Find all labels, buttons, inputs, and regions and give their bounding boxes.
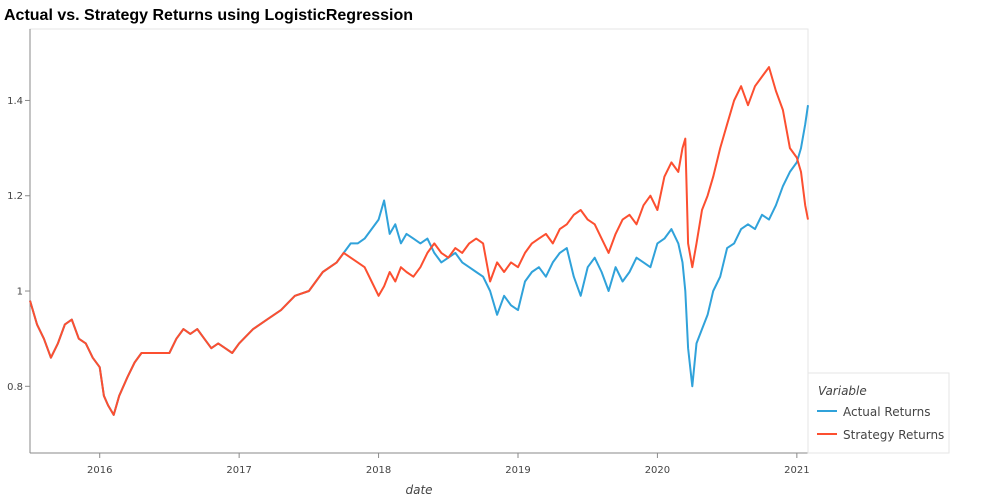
- y-tick-label: 1.4: [7, 96, 23, 107]
- x-axis-label: date: [405, 483, 432, 497]
- series-layer: [29, 66, 809, 416]
- legend-label-strategy-returns: Strategy Returns: [843, 428, 944, 442]
- plot-area: [29, 28, 809, 454]
- y-tick-label: 0.8: [7, 382, 23, 393]
- x-tick-label: 2019: [505, 465, 530, 476]
- series-line-strategy-returns: [29, 66, 809, 416]
- x-tick-label: 2016: [87, 465, 112, 476]
- legend-title: Variable: [818, 384, 867, 398]
- y-tick-label: 1.2: [7, 191, 23, 202]
- x-tick-label: 2020: [645, 465, 670, 476]
- x-tick-label: 2018: [366, 465, 391, 476]
- legend: Variable Actual Returns Strategy Returns: [807, 372, 950, 454]
- x-axis-ticks: 2016 2017 2018 2019 2020 2021: [87, 453, 810, 476]
- chart-title: Actual vs. Strategy Returns using Logist…: [4, 7, 413, 24]
- legend-label-actual-returns: Actual Returns: [843, 405, 930, 419]
- y-axis-ticks: 0.8 1 1.2 1.4: [7, 96, 30, 393]
- x-tick-label: 2021: [784, 465, 809, 476]
- legend-box: [807, 372, 950, 454]
- y-tick-label: 1: [17, 287, 23, 298]
- x-tick-label: 2017: [226, 465, 251, 476]
